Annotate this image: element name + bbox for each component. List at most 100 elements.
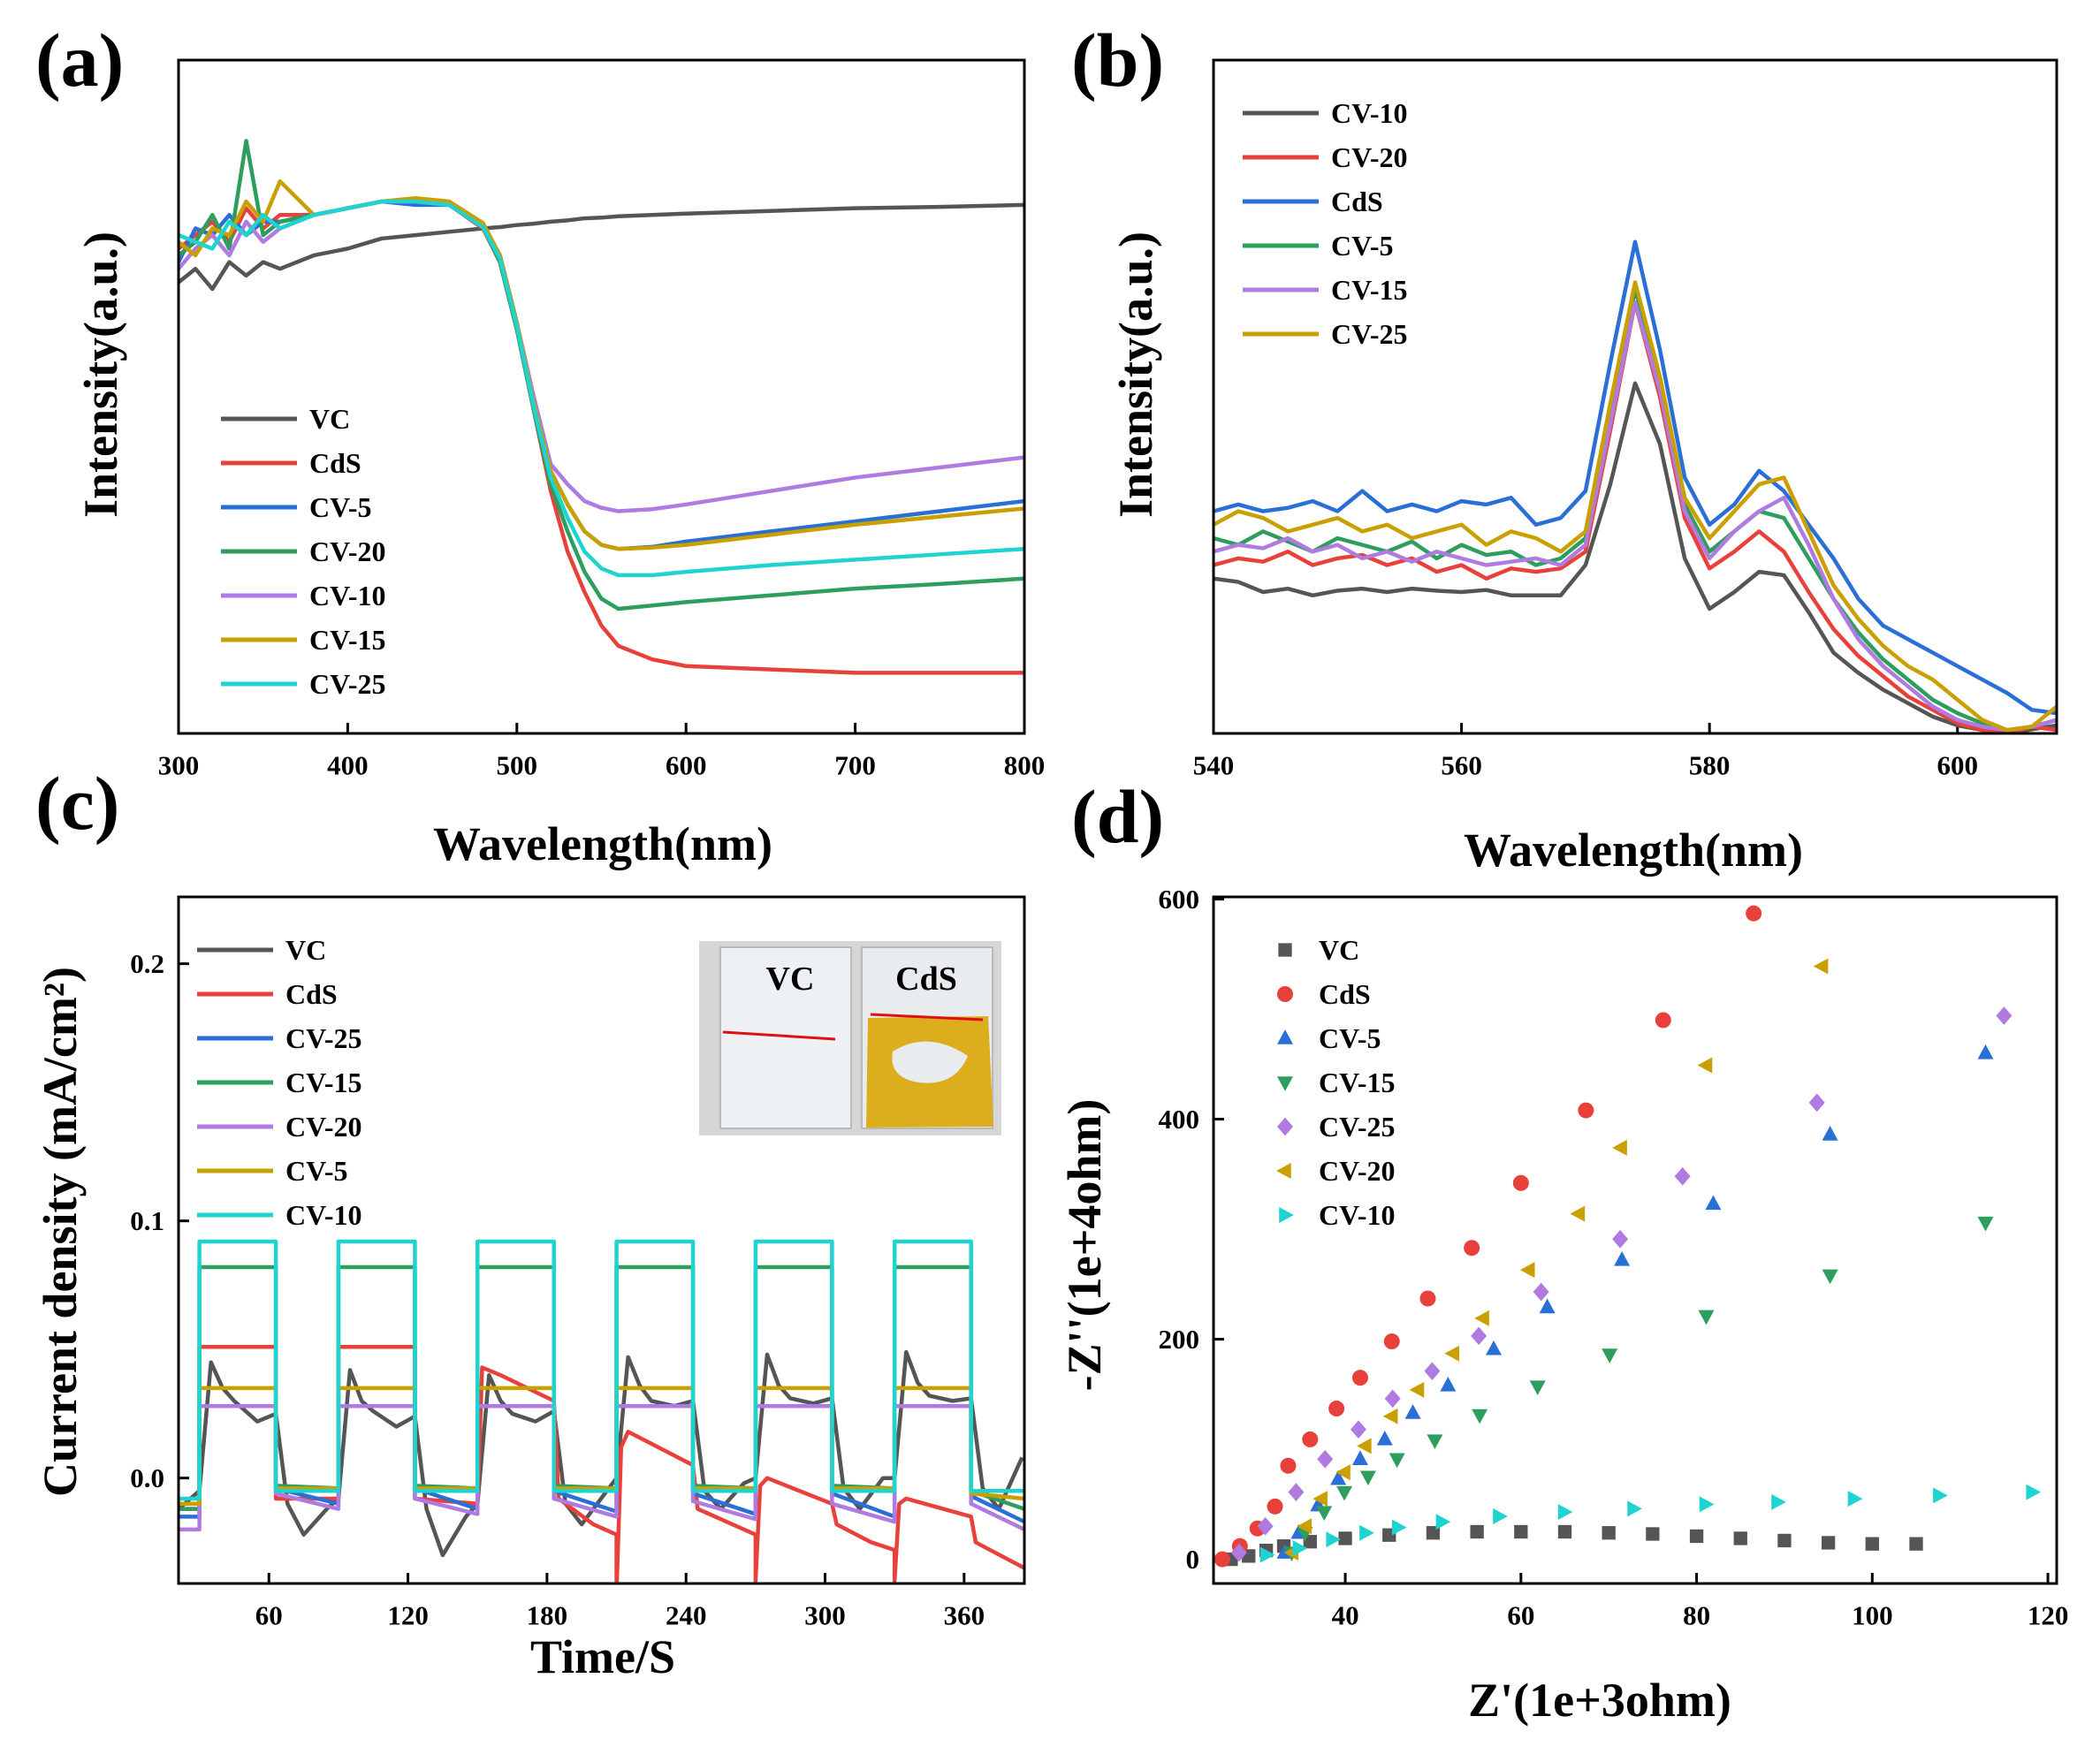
marker bbox=[1359, 1524, 1374, 1541]
x-tick-label: 180 bbox=[527, 1600, 568, 1631]
marker bbox=[1383, 1333, 1400, 1350]
plot-frame bbox=[1212, 895, 2058, 1585]
marker bbox=[1539, 1298, 1556, 1314]
x-tick-label: 100 bbox=[1852, 1600, 1893, 1631]
series-line bbox=[179, 199, 1024, 513]
marker bbox=[1933, 1487, 1948, 1504]
marker bbox=[1821, 1536, 1836, 1550]
y-axis-title: Intensity(a.u.) bbox=[1109, 232, 1162, 518]
x-tick-label: 580 bbox=[1689, 750, 1731, 781]
series-line bbox=[179, 202, 1024, 292]
marker bbox=[1214, 1551, 1230, 1568]
legend-label: CV-15 bbox=[285, 1067, 362, 1098]
marker bbox=[1427, 1434, 1443, 1450]
y-tick-label: 0.1 bbox=[130, 1205, 164, 1236]
legend-label: CV-5 bbox=[1331, 230, 1394, 262]
marker bbox=[1777, 1533, 1792, 1548]
legend-marker bbox=[1278, 943, 1292, 957]
marker bbox=[1612, 1139, 1627, 1156]
plot-frame bbox=[177, 58, 1026, 735]
marker bbox=[1316, 1506, 1333, 1521]
legend-label: CV-25 bbox=[309, 668, 386, 700]
legend-label: CV-25 bbox=[1319, 1111, 1396, 1143]
marker bbox=[1977, 1216, 1994, 1232]
inset-label: CdS bbox=[895, 961, 957, 998]
legend-label: CV-15 bbox=[1331, 274, 1408, 306]
marker bbox=[1977, 1044, 1994, 1059]
x-tick-label: 500 bbox=[497, 750, 538, 781]
marker bbox=[1357, 1438, 1372, 1454]
plot-frame bbox=[177, 895, 1026, 1585]
marker bbox=[1472, 1409, 1488, 1424]
x-tick-label: 60 bbox=[255, 1600, 283, 1631]
marker bbox=[1533, 1282, 1549, 1302]
marker bbox=[1257, 1516, 1274, 1536]
marker bbox=[1514, 1524, 1528, 1539]
marker bbox=[1384, 1389, 1401, 1409]
x-tick-label: 540 bbox=[1193, 750, 1235, 781]
marker bbox=[1328, 1401, 1345, 1417]
panel-label: (b) bbox=[1071, 18, 1164, 103]
series-line bbox=[179, 199, 1024, 578]
legend-label: CV-10 bbox=[1331, 97, 1408, 129]
panel-label: (c) bbox=[35, 761, 119, 846]
legend-label: CV-20 bbox=[309, 535, 386, 567]
marker bbox=[1440, 1376, 1457, 1392]
legend-label: CV-5 bbox=[285, 1155, 348, 1187]
legend-label: CV-15 bbox=[309, 624, 386, 656]
inset-label: VC bbox=[766, 961, 815, 998]
legend-label: CV-5 bbox=[1319, 1022, 1381, 1054]
marker bbox=[1338, 1531, 1352, 1545]
marker bbox=[1486, 1340, 1503, 1356]
marker bbox=[1424, 1362, 1441, 1381]
marker bbox=[1303, 1535, 1317, 1549]
marker bbox=[1655, 1012, 1671, 1029]
x-tick-label: 300 bbox=[804, 1600, 846, 1631]
series-line bbox=[179, 178, 1024, 551]
y-tick-label: 0 bbox=[1186, 1544, 1200, 1575]
inset-photo: VC CdS bbox=[699, 941, 1001, 1135]
marker bbox=[1391, 1519, 1407, 1536]
legend-label: VC bbox=[285, 934, 326, 966]
x-tick-label: 300 bbox=[158, 750, 200, 781]
marker bbox=[1409, 1381, 1425, 1398]
marker bbox=[1288, 1483, 1305, 1501]
x-tick-label: 600 bbox=[666, 750, 707, 781]
legend-label: CdS bbox=[309, 447, 361, 479]
marker bbox=[1557, 1504, 1573, 1521]
legend-label: CdS bbox=[1319, 978, 1371, 1010]
marker bbox=[1646, 1527, 1660, 1541]
marker bbox=[1359, 1470, 1376, 1486]
legend-marker bbox=[1277, 1076, 1293, 1091]
x-axis-title: Time/S bbox=[530, 1630, 675, 1683]
marker bbox=[1705, 1195, 1722, 1211]
marker bbox=[1602, 1526, 1616, 1540]
panel-label: (d) bbox=[1071, 774, 1164, 859]
marker bbox=[1350, 1420, 1366, 1439]
y-axis-title: Intensity(a.u.) bbox=[74, 232, 127, 518]
legend-label: CdS bbox=[285, 978, 338, 1010]
marker bbox=[1389, 1453, 1405, 1469]
x-tick-label: 800 bbox=[1004, 750, 1046, 781]
marker bbox=[1529, 1380, 1546, 1396]
legend-marker bbox=[1276, 1163, 1291, 1179]
series-line bbox=[179, 139, 1024, 611]
marker bbox=[1689, 1529, 1704, 1544]
cds-film bbox=[866, 1016, 993, 1128]
marker bbox=[1464, 1240, 1480, 1257]
x-tick-label: 700 bbox=[834, 750, 876, 781]
marker bbox=[1259, 1546, 1275, 1563]
legend-marker bbox=[1277, 1029, 1293, 1044]
series-line bbox=[179, 1403, 1024, 1532]
series-line bbox=[179, 199, 1024, 551]
x-tick-label: 600 bbox=[1937, 750, 1979, 781]
x-tick-label: 240 bbox=[666, 1600, 707, 1631]
marker bbox=[1570, 1205, 1586, 1222]
marker bbox=[1865, 1537, 1879, 1551]
marker-line bbox=[722, 1030, 836, 1041]
marker bbox=[1330, 1469, 1347, 1485]
marker bbox=[1230, 1543, 1247, 1562]
series-line bbox=[1214, 239, 2057, 716]
marker bbox=[1336, 1485, 1353, 1501]
